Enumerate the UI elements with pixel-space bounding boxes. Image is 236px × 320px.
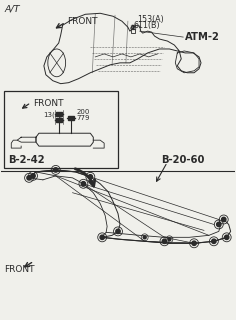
Text: 779: 779 xyxy=(76,116,90,121)
Bar xyxy=(131,29,135,33)
Bar xyxy=(67,116,74,120)
Text: B-2-42: B-2-42 xyxy=(8,155,45,165)
Circle shape xyxy=(212,239,216,244)
Circle shape xyxy=(54,168,58,172)
Circle shape xyxy=(192,241,196,245)
Circle shape xyxy=(224,235,229,239)
Text: 611(B): 611(B) xyxy=(134,21,160,30)
Text: A/T: A/T xyxy=(4,4,20,13)
Text: 200: 200 xyxy=(76,109,90,116)
Text: FRONT: FRONT xyxy=(67,17,98,26)
Circle shape xyxy=(27,176,31,180)
Bar xyxy=(4,91,118,168)
Circle shape xyxy=(88,175,93,179)
Text: FRONT: FRONT xyxy=(4,265,35,274)
Circle shape xyxy=(31,174,35,178)
Circle shape xyxy=(116,229,120,234)
Circle shape xyxy=(222,217,226,222)
Circle shape xyxy=(81,182,86,186)
Text: 13(A): 13(A) xyxy=(43,111,62,118)
Circle shape xyxy=(143,236,146,239)
Circle shape xyxy=(217,222,221,227)
Text: 153(A): 153(A) xyxy=(137,15,164,24)
Circle shape xyxy=(100,235,104,239)
Bar xyxy=(56,118,62,122)
Text: B-20-60: B-20-60 xyxy=(161,155,205,165)
Circle shape xyxy=(162,239,167,244)
Polygon shape xyxy=(131,25,135,29)
Text: ATM-2: ATM-2 xyxy=(185,32,220,42)
Bar xyxy=(56,112,62,116)
Circle shape xyxy=(168,238,171,241)
Text: FRONT: FRONT xyxy=(33,99,63,108)
